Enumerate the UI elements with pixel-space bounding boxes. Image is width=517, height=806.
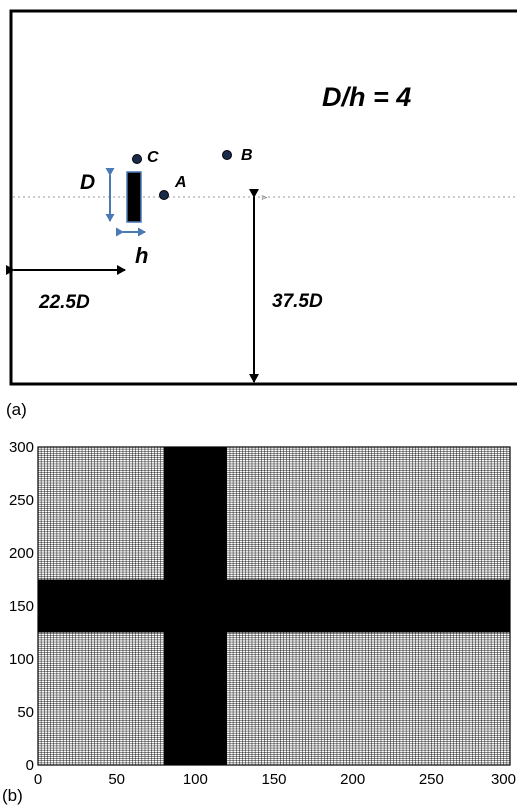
dim-h-label: h	[135, 243, 148, 268]
y-tick-label: 200	[9, 545, 34, 562]
x-tick-labels: 0 50 100 150 200 250 300	[34, 771, 516, 788]
panel-a-letter: (a)	[6, 400, 27, 419]
x-tick-label: 250	[419, 771, 444, 788]
y-tick-label: 250	[9, 492, 34, 509]
panel-b-letter: (b)	[2, 786, 23, 805]
panel-a: D/h = 4 D h C A B 22.5D 37.5D ⊳	[6, 9, 517, 386]
y-tick-label: 150	[9, 598, 34, 615]
point-b-label: B	[241, 147, 253, 164]
y-tick-label: 300	[9, 439, 34, 456]
y-tick-label: 50	[17, 704, 34, 721]
x-tick-label: 100	[183, 771, 208, 788]
x-tick-label: 150	[261, 771, 286, 788]
small-glyph: ⊳	[261, 193, 268, 202]
x-tick-label: 50	[108, 771, 125, 788]
point-b-marker	[222, 150, 232, 160]
x-tick-label: 0	[34, 771, 42, 788]
point-a-marker	[159, 190, 169, 200]
y-tick-label: 0	[26, 757, 34, 774]
dim-D-label: D	[80, 171, 95, 194]
y-tick-labels: 0 50 100 150 200 250 300	[9, 439, 34, 774]
ratio-label: D/h = 4	[322, 82, 411, 112]
y-tick-label: 100	[9, 651, 34, 668]
mesh-plot-frame	[37, 446, 511, 766]
point-c-label: C	[147, 149, 159, 166]
mesh-dense-band-horizontal	[38, 579, 510, 633]
x-tick-label: 200	[340, 771, 365, 788]
mesh-dense-bands	[38, 447, 510, 765]
point-a-label: A	[174, 174, 187, 191]
upstream-distance-label: 22.5D	[38, 292, 90, 313]
x-tick-label: 300	[491, 771, 516, 788]
lateral-distance-label: 37.5D	[272, 291, 323, 312]
panel-b: 0 50 100 150 200 250 300 0 50 100 150 200 250 300	[9, 439, 516, 788]
square-cylinder	[126, 171, 142, 223]
point-c-marker	[132, 154, 142, 164]
domain-boundary	[9, 9, 517, 386]
